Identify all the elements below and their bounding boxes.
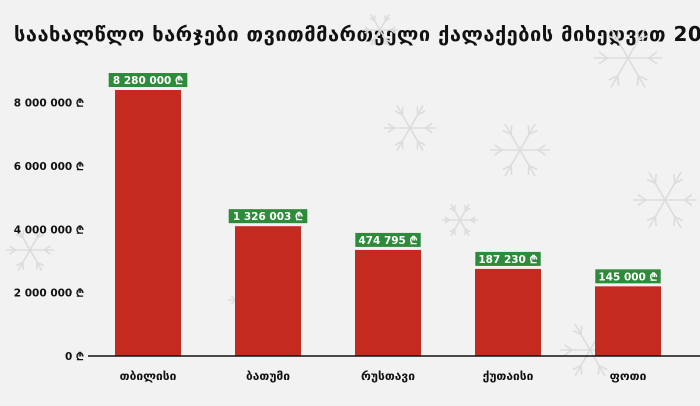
x-tick-label: ბათუმი xyxy=(246,369,290,383)
value-label-bg xyxy=(475,251,541,266)
bar xyxy=(115,90,181,356)
snowflake-icon xyxy=(594,28,662,88)
x-tick-label: რუსთავი xyxy=(361,369,415,383)
value-label-bg xyxy=(595,269,661,284)
value-label: 474 795 ₾ xyxy=(358,235,417,247)
bar xyxy=(355,249,421,356)
value-label-bg xyxy=(228,209,308,224)
value-label-bg xyxy=(355,232,421,247)
snowflake-icon xyxy=(442,204,478,236)
y-tick-label: 8 000 000 ₾ xyxy=(14,98,84,110)
y-tick-label: 4 000 000 ₾ xyxy=(14,224,84,236)
snowflake-icon xyxy=(490,123,550,177)
y-axis: 0 ₾ 2 000 000 ₾ 4 000 000 ₾ 6 000 000 ₾ 8 00… xyxy=(14,98,700,363)
y-tick-label: 2 000 000 ₾ xyxy=(14,288,84,300)
value-label: 145 000 ₾ xyxy=(598,271,657,283)
bar xyxy=(595,286,661,356)
y-tick-label: 0 ₾ xyxy=(65,351,84,363)
snowflake-decoration xyxy=(6,14,697,377)
y-tick-label: 6 000 000 ₾ xyxy=(14,161,84,173)
value-label: 8 280 000 ₾ xyxy=(113,75,183,87)
snowflake-icon xyxy=(362,14,398,46)
chart-title: საახალწლო ხარჯები თვითმმართველი ქალაქები… xyxy=(14,22,700,46)
snowflake-icon xyxy=(384,105,436,151)
bar xyxy=(475,268,541,356)
value-label: 187 230 ₾ xyxy=(478,254,537,266)
value-label-bg xyxy=(108,73,188,87)
x-tick-label: თბილისი xyxy=(120,369,177,383)
value-label: 1 326 003 ₾ xyxy=(233,211,303,223)
x-tick-label: ქუთაისი xyxy=(483,369,534,383)
bar xyxy=(235,226,301,356)
snowflake-icon xyxy=(6,228,54,272)
x-tick-label: ფოთი xyxy=(610,369,647,383)
snowflake-icon xyxy=(633,171,697,229)
value-labels-layer: 8 280 000 ₾ 1 326 003 ₾ 474 795 ₾ 187 230 ₾… xyxy=(108,73,661,284)
x-axis: თბილისი ბათუმი რუსთავი ქუთაისი ფოთი xyxy=(120,369,647,383)
bars-layer xyxy=(115,90,661,356)
